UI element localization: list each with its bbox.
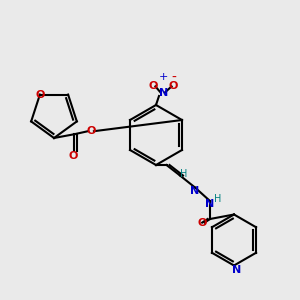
Text: O: O xyxy=(198,218,207,228)
Text: N: N xyxy=(232,265,242,275)
Text: O: O xyxy=(169,80,178,91)
Text: H: H xyxy=(214,194,221,205)
Text: O: O xyxy=(68,151,78,161)
Text: H: H xyxy=(180,169,187,179)
Text: O: O xyxy=(35,90,45,100)
Text: N: N xyxy=(190,185,200,196)
Text: +: + xyxy=(159,72,168,82)
Text: O: O xyxy=(149,80,158,91)
Text: N: N xyxy=(159,88,168,98)
Text: O: O xyxy=(86,126,96,136)
Text: N: N xyxy=(206,199,214,209)
Text: -: - xyxy=(171,70,176,84)
